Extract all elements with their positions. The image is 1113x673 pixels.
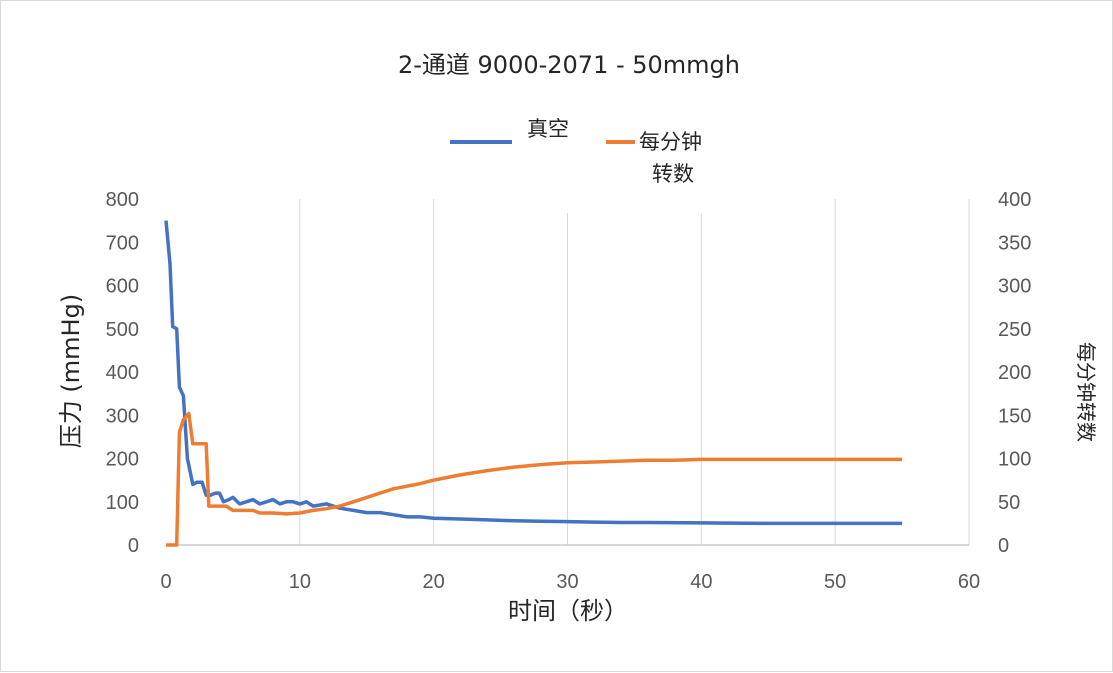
y-tick-label: 800 [106, 189, 139, 211]
y2-tick-label: 200 [998, 362, 1031, 384]
y-tick-label: 100 [106, 492, 139, 514]
series-line-rpm [166, 411, 903, 547]
y-tick-label: 600 [106, 276, 139, 298]
y-tick-label: 500 [106, 319, 139, 341]
y-tick-label: 200 [106, 449, 139, 471]
legend-label-rpm-line1: 每分钟 [639, 130, 702, 154]
y2-tick-label: 150 [998, 405, 1031, 427]
y2-tick-label: 50 [998, 492, 1020, 514]
legend-label-rpm-line2: 转数 [652, 162, 694, 186]
axes: 0 10 20 30 40 50 60010020030040050060070080005… [106, 189, 1032, 593]
y-axis-title: 压力 (mmHg) [57, 294, 85, 448]
y2-tick-label: 0 [998, 535, 1009, 557]
x-tick-label: 10 [289, 571, 311, 593]
y2-tick-label: 400 [998, 189, 1031, 211]
y-tick-label: 0 [128, 535, 139, 557]
y2-axis-title: 每分钟转数 [1074, 342, 1098, 442]
series-lines [164, 220, 903, 547]
x-tick-label: 40 [690, 571, 712, 593]
legend-background [513, 189, 741, 213]
y2-tick-label: 350 [998, 232, 1031, 254]
x-tick-label: 0 [160, 571, 171, 593]
legend: 真空 每分钟 转数 [450, 117, 741, 213]
y2-tick-label: 100 [998, 449, 1031, 471]
x-tick-label: 60 [958, 571, 980, 593]
legend-label-vacuum: 真空 [527, 117, 569, 141]
series-line-vacuum [164, 220, 903, 526]
y2-tick-label: 250 [998, 319, 1031, 341]
y-tick-label: 700 [106, 232, 139, 254]
y2-tick-label: 300 [998, 276, 1031, 298]
y-tick-label: 400 [106, 362, 139, 384]
x-tick-label: 50 [824, 571, 846, 593]
y-tick-label: 300 [106, 405, 139, 427]
x-axis-title: 时间（秒） [508, 597, 628, 625]
x-tick-label: 20 [423, 571, 445, 593]
chart-title: 2-通道 9000-2071 - 50mmgh [398, 51, 740, 79]
x-tick-label: 30 [556, 571, 578, 593]
gridlines [299, 199, 970, 545]
